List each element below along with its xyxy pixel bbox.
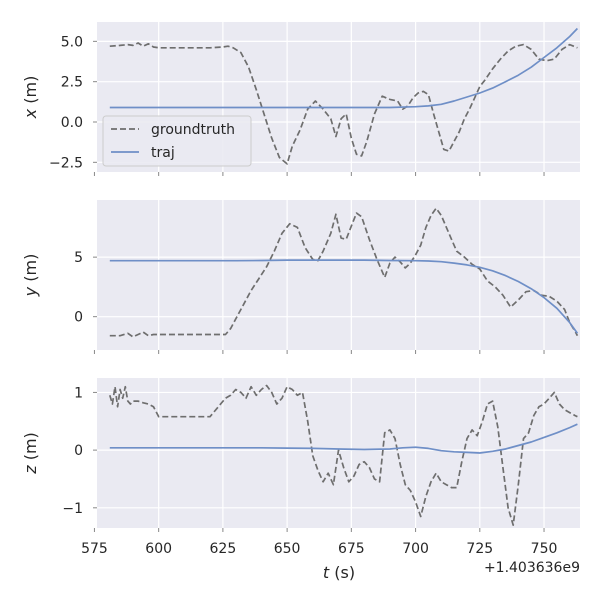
panel-1: −2.5 0.0 2.5 5.0 x (m) groundtruth traj xyxy=(21,22,580,176)
y-axis-label: x (m) xyxy=(21,76,40,120)
x-offset-label: +1.403636e9 xyxy=(484,560,580,576)
groundtruth-line xyxy=(109,207,579,338)
y-tick-label: 5.0 xyxy=(61,34,83,50)
x-tick-label: 700 xyxy=(402,541,429,557)
legend-label-traj: traj xyxy=(151,145,175,161)
legend: groundtruth traj xyxy=(102,115,252,167)
y-tick-label: 0 xyxy=(74,443,83,459)
x-tick-label: 625 xyxy=(210,541,237,557)
traj-line xyxy=(109,423,578,454)
y-tick-label: −2.5 xyxy=(49,155,83,171)
x-tick-label: 675 xyxy=(338,541,365,557)
x-tick-label: 725 xyxy=(466,541,493,557)
y-axis-label: y (m) xyxy=(21,254,40,298)
y-tick-label: 1 xyxy=(74,385,83,401)
x-tick-label: 575 xyxy=(81,541,108,557)
panel-3: 575 600 625 650 675 700 725 750 −1 0 1 z (m) xyxy=(21,378,580,557)
y-tick-label: −1 xyxy=(62,501,83,517)
x-tick-label: 750 xyxy=(531,541,558,557)
y-axis-label: z (m) xyxy=(21,432,40,475)
groundtruth-line xyxy=(109,42,578,165)
traj-line xyxy=(109,27,579,109)
y-tick-label: 0 xyxy=(74,310,83,326)
x-tick-label: 600 xyxy=(145,541,172,557)
x-axis-label: t (s) xyxy=(323,563,355,582)
x-tick-label: 650 xyxy=(274,541,301,557)
groundtruth-line xyxy=(108,384,578,526)
y-tick-label: 0.0 xyxy=(61,115,83,131)
y-tick-label: 5 xyxy=(74,250,83,266)
panel-2: 0 5 y (m) xyxy=(21,200,580,354)
y-tick-label: 2.5 xyxy=(61,75,83,91)
legend-box xyxy=(102,115,252,167)
plot-background xyxy=(97,200,580,350)
traj-line xyxy=(109,259,579,334)
legend-label-groundtruth: groundtruth xyxy=(151,122,235,138)
